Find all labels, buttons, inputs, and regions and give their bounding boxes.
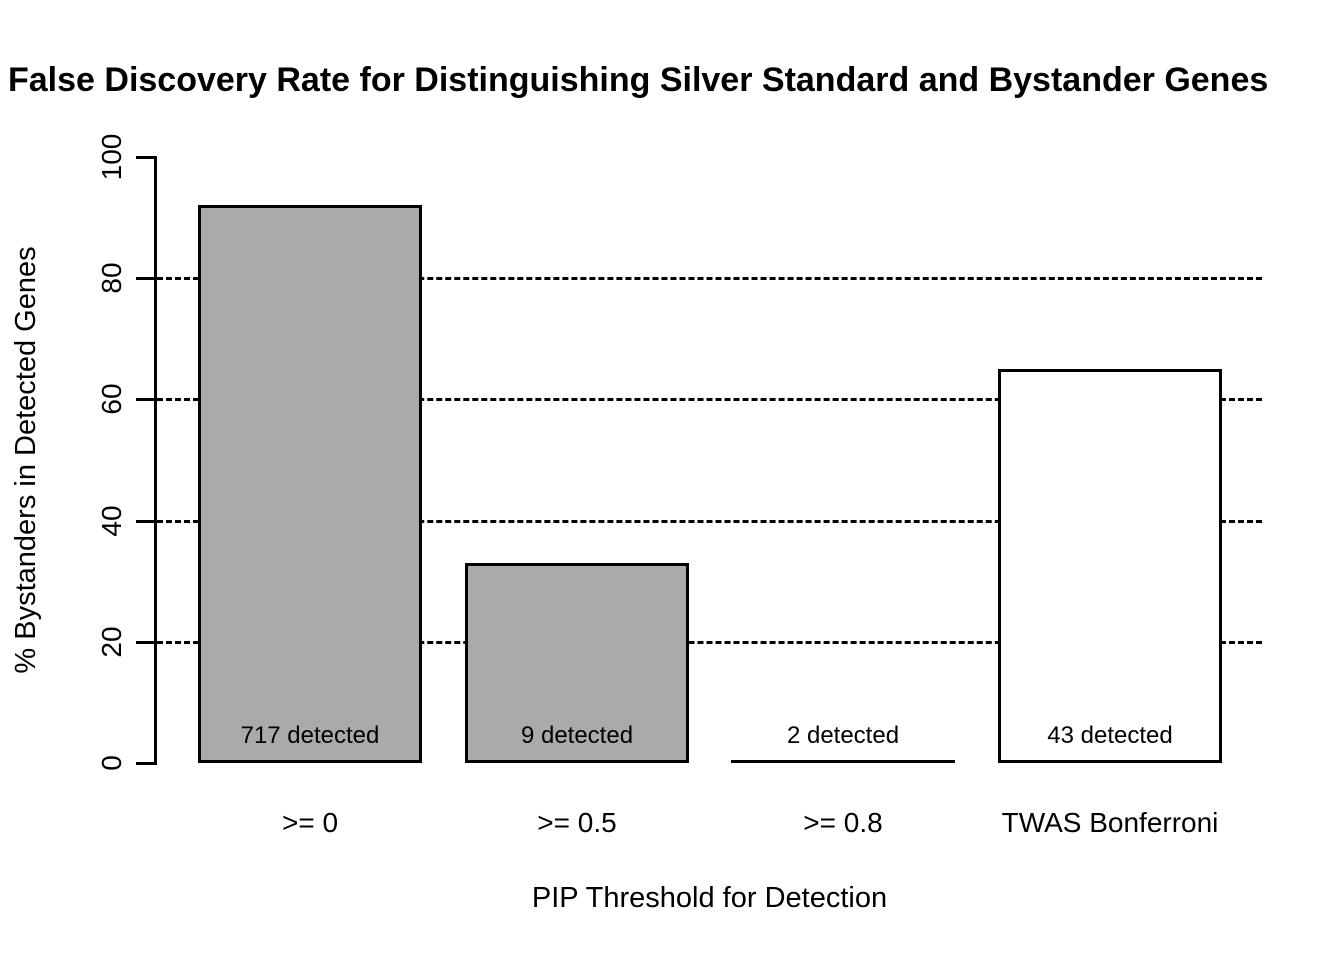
gridline-60 — [157, 398, 1262, 402]
bar-count-label: 9 detected — [520, 722, 634, 749]
y-tick-mark — [136, 519, 156, 523]
category-label: TWAS Bonferroni — [1001, 807, 1219, 838]
y-tick-label: 60 — [96, 383, 127, 415]
category-label: >= 0.8 — [803, 807, 883, 838]
bar — [198, 205, 422, 763]
gridline-40 — [157, 519, 1262, 523]
y-tick-label: 80 — [96, 262, 127, 294]
y-tick-label: 0 — [96, 755, 127, 771]
y-tick-label: 100 — [96, 133, 127, 181]
bar — [998, 369, 1222, 763]
y-axis-line — [154, 156, 157, 765]
y-tick-label: 20 — [96, 626, 127, 658]
bar-count-label: 2 detected — [786, 722, 900, 749]
y-tick-mark — [136, 762, 156, 765]
y-tick-mark — [136, 156, 156, 159]
category-label: >= 0.5 — [537, 807, 617, 838]
bar — [731, 760, 955, 763]
y-axis-title: % Bystanders in Detected Genes — [9, 246, 42, 674]
y-tick-mark — [136, 398, 156, 402]
gridline-80 — [157, 277, 1262, 281]
bar — [465, 563, 689, 763]
chart-title: False Discovery Rate for Distinguishing … — [8, 61, 1269, 99]
gridline-20 — [157, 640, 1262, 644]
bar-count-label: 43 detected — [1047, 722, 1173, 749]
y-tick-label: 40 — [96, 505, 127, 537]
x-axis-title: PIP Threshold for Detection — [531, 882, 888, 914]
bar-count-label: 717 detected — [240, 722, 380, 749]
category-label: >= 0 — [281, 807, 339, 838]
y-tick-mark — [136, 640, 156, 644]
y-tick-mark — [136, 277, 156, 281]
